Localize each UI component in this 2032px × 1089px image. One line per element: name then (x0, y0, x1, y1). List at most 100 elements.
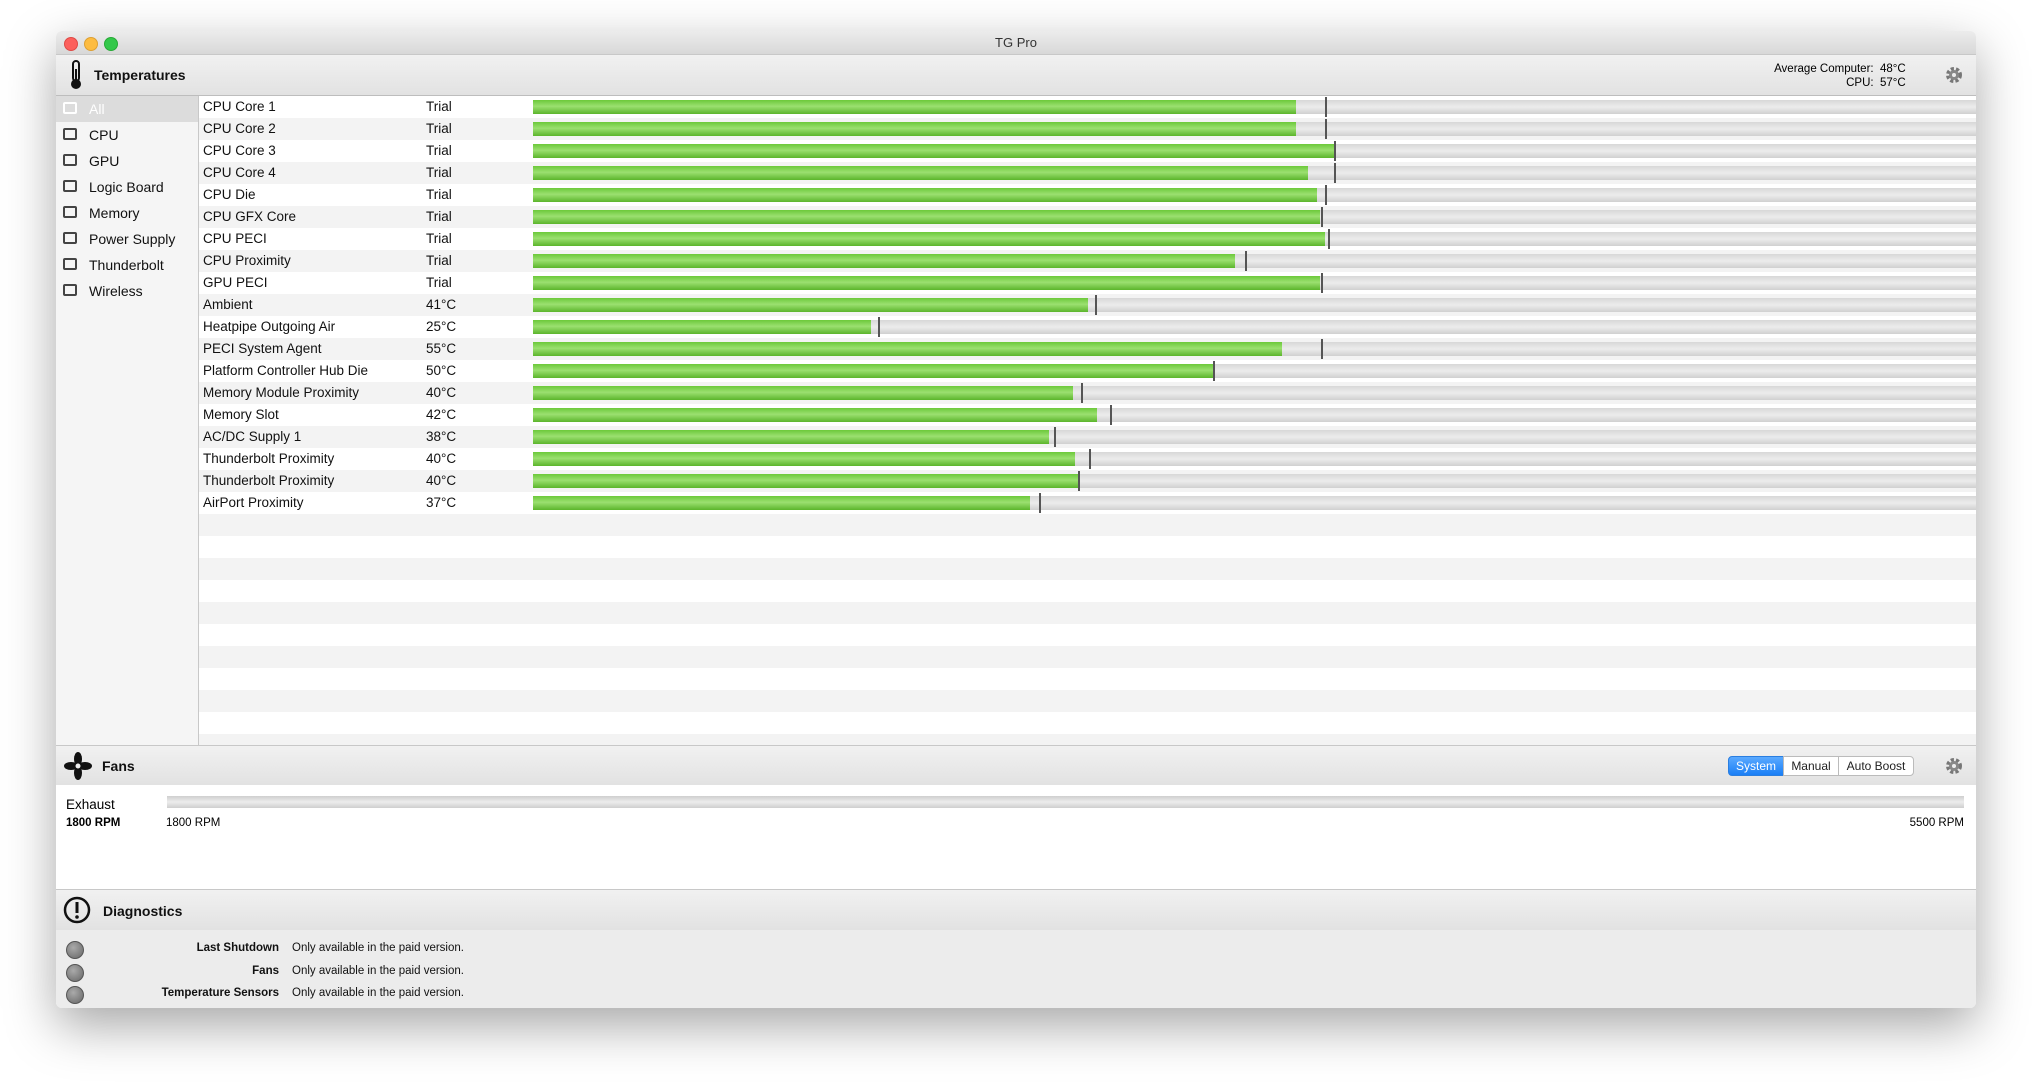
bar-track (533, 405, 1976, 425)
temperature-bar (533, 298, 1089, 312)
bar-track (533, 383, 1976, 403)
temperature-bar (533, 210, 1321, 224)
sensor-reading: 25°C (426, 319, 457, 334)
temperature-bar (533, 320, 872, 334)
status-indicator (66, 986, 84, 1005)
sensor-reading: Trial (426, 121, 452, 136)
temperature-bar (533, 386, 1074, 400)
sidebar-item[interactable]: Power Supply (56, 226, 198, 252)
sensor-row: GPU PECI Trial (199, 272, 1976, 294)
category-label: Wireless (89, 283, 143, 299)
peak-marker (1054, 427, 1057, 447)
category-icon (63, 154, 77, 166)
sidebar-item[interactable]: Memory (56, 200, 198, 226)
sidebar-item[interactable]: CPU (56, 122, 198, 148)
peak-marker (1325, 97, 1328, 117)
sensor-reading: Trial (426, 165, 452, 180)
diagnostic-status: Only available in the paid version. (292, 987, 464, 1000)
mode-button[interactable]: System (1728, 756, 1784, 776)
temperature-bar (533, 144, 1336, 158)
peak-marker (1320, 273, 1323, 293)
temperature-bar (533, 254, 1236, 268)
peak-marker (1328, 229, 1331, 249)
category-label: Power Supply (89, 231, 176, 247)
mode-button[interactable]: Manual (1783, 756, 1839, 776)
diagnostics-panel: Last Shutdown Only available in the paid … (56, 930, 1976, 1008)
sensor-reading: 41°C (426, 297, 457, 312)
fan-speed: 1800 RPM (66, 817, 121, 829)
sensor-row: CPU Core 2 Trial (199, 118, 1976, 140)
sensor-reading: Trial (426, 143, 452, 158)
bar-track (533, 493, 1976, 513)
sensor-row: Platform Controller Hub Die 50°C (199, 360, 1976, 382)
temperature-bar (533, 166, 1309, 180)
sensor-row: CPU PECI Trial (199, 228, 1976, 250)
peak-marker (1320, 207, 1323, 227)
fan-max: 5500 RPM (1909, 817, 1964, 829)
sensor-name: AirPort Proximity (203, 495, 304, 510)
bar-track (533, 273, 1976, 293)
title-bar: TG Pro (56, 31, 1976, 55)
sensor-reading: 40°C (426, 473, 457, 488)
sensor-reading: 55°C (426, 341, 457, 356)
sidebar-item[interactable]: GPU (56, 148, 198, 174)
sidebar-item[interactable]: Wireless (56, 278, 198, 304)
sensor-row: CPU Die Trial (199, 184, 1976, 206)
peak-marker (1334, 141, 1337, 161)
sensor-reading: Trial (426, 275, 452, 290)
close-button[interactable] (64, 37, 78, 51)
sidebar-item[interactable]: Logic Board (56, 174, 198, 200)
sensor-row: Thunderbolt Proximity 40°C (199, 448, 1976, 470)
category-icon (63, 232, 77, 244)
sensor-row: Heatpipe Outgoing Air 25°C (199, 316, 1976, 338)
sensor-name: PECI System Agent (203, 341, 322, 356)
fan-name: Exhaust (66, 797, 115, 812)
bar-track (533, 361, 1976, 381)
sensor-reading: Trial (426, 209, 452, 224)
settings-gear[interactable] (1944, 756, 1964, 776)
sensor-reading: 40°C (426, 385, 457, 400)
mode-button[interactable]: Auto Boost (1838, 756, 1914, 776)
section-title: Fans (102, 758, 135, 774)
bar-track (533, 97, 1976, 117)
status-indicator (66, 941, 84, 959)
diagnostic-status: Only available in the paid version. (292, 964, 464, 977)
fan-mode-control: System Manual Auto Boost (1728, 746, 1916, 785)
sensor-row: Memory Module Proximity 40°C (199, 382, 1976, 404)
peak-marker (1039, 493, 1042, 513)
temperature-bar (533, 342, 1282, 356)
fan-slider (167, 796, 1964, 808)
peak-marker (877, 317, 880, 337)
sidebar: All CPU GPU Logic Board Memory Power Supply Th… (56, 96, 199, 745)
category-icon (63, 128, 77, 140)
summary: Average Computer: 48°C CPU: 57°C (1774, 62, 1916, 90)
bar-track (533, 251, 1976, 271)
sensor-name: CPU Core 4 (203, 165, 276, 180)
sensor-row: Memory Slot 42°C (199, 404, 1976, 426)
sensor-name: AC/DC Supply 1 (203, 429, 302, 444)
sensor-row: Ambient 41°C (199, 294, 1976, 316)
sensor-name: Heatpipe Outgoing Air (203, 319, 336, 334)
settings-gear[interactable] (1944, 65, 1964, 85)
category-label: Logic Board (89, 179, 164, 195)
sidebar-item[interactable]: Thunderbolt (56, 252, 198, 278)
bar-track (533, 229, 1976, 249)
thermometer-icon (71, 60, 81, 89)
minimize-button[interactable] (84, 37, 98, 51)
summary-value: 57°C (1880, 77, 1906, 89)
sensor-reading: 42°C (426, 407, 457, 422)
sensor-row: PECI System Agent 55°C (199, 338, 1976, 360)
category-icon (63, 102, 77, 114)
zoom-button[interactable] (104, 37, 118, 51)
sensor-name: Platform Controller Hub Die (203, 363, 369, 378)
sidebar-item[interactable]: All (56, 96, 198, 122)
sensor-name: CPU PECI (203, 231, 267, 246)
peak-marker (1109, 405, 1112, 425)
sensor-name: Thunderbolt Proximity (203, 451, 335, 466)
peak-marker (1213, 361, 1216, 381)
sensor-table: CPU Core 1 Trial CPU Core 2 Trial CPU Core 3… (199, 96, 1976, 745)
sensor-name: CPU Die (203, 187, 256, 202)
summary-label: Average Computer: (1774, 63, 1874, 75)
summary-label: CPU: (1846, 77, 1874, 89)
